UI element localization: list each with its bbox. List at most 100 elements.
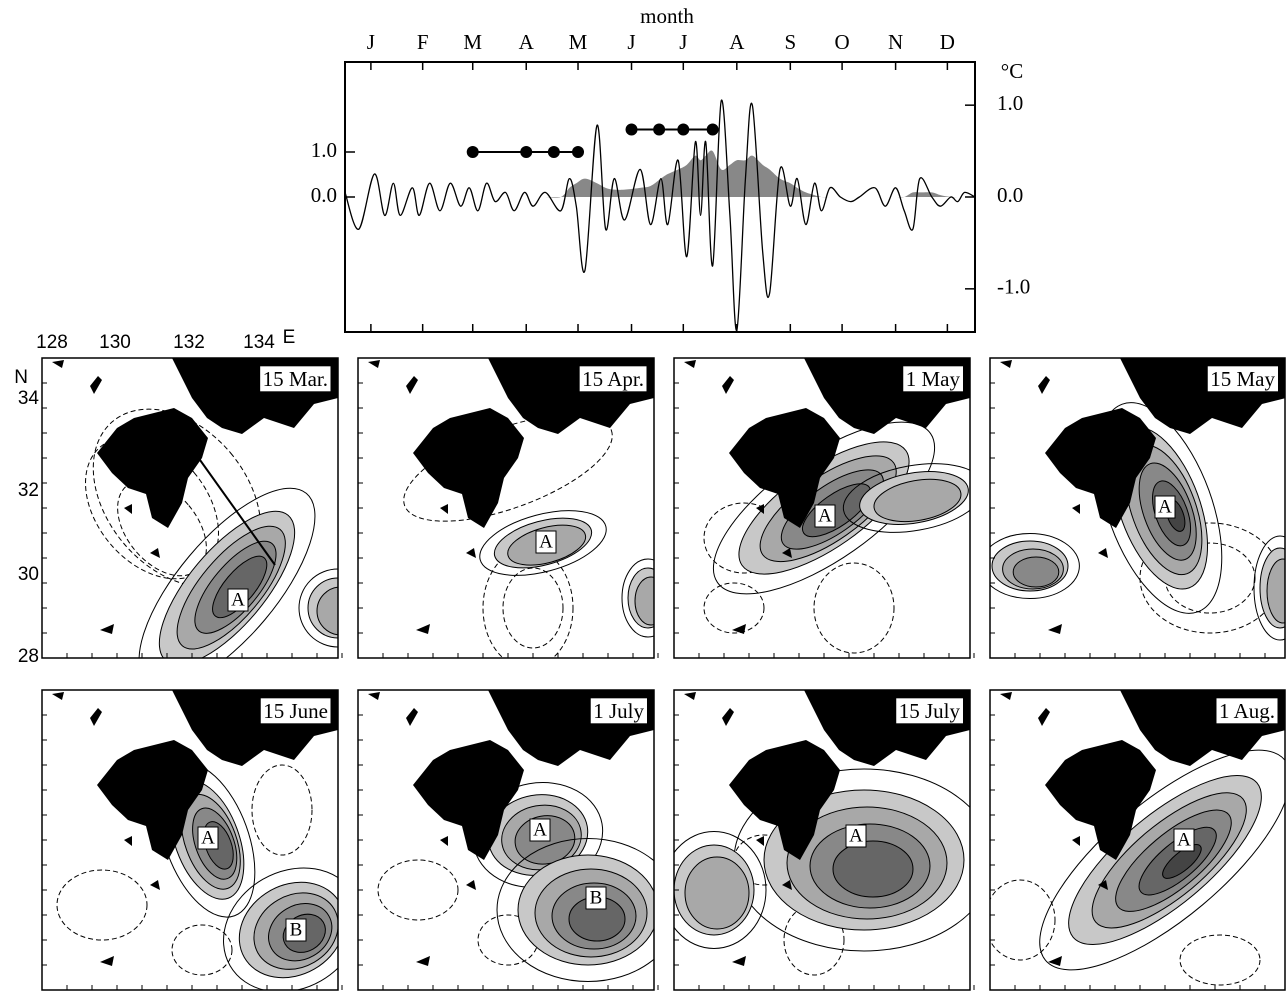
contour-zero: [842, 463, 970, 533]
feature-box: [535, 530, 557, 554]
contour-negative: [56, 869, 148, 941]
date-label: 15 Mar.: [263, 367, 328, 391]
feature-box: [814, 504, 836, 528]
map-panel: 15 Mar. A: [41, 357, 343, 659]
x-tick-label: S: [784, 30, 796, 54]
map-panel: 15 Apr. A: [357, 357, 659, 659]
feature-label: B: [290, 919, 303, 940]
map-panel: 15 July A: [673, 689, 975, 991]
date-box: [902, 365, 964, 393]
feature-label: A: [533, 819, 547, 840]
date-label: 15 May: [1210, 367, 1275, 391]
contour-positive: [1162, 844, 1202, 879]
lon-label: 134: [243, 332, 275, 353]
contour-positive: [832, 840, 914, 898]
map-content: [684, 358, 970, 654]
y2-unit: °C: [1001, 59, 1023, 83]
area: [345, 150, 975, 198]
contour-zero: [1097, 402, 1223, 614]
contour-negative: [813, 562, 895, 654]
date-label: 15 July: [899, 699, 961, 723]
feature-box: [845, 824, 867, 848]
map-content: [990, 690, 1285, 986]
marker-dot: [572, 146, 585, 158]
contour-negative: [1179, 934, 1261, 986]
x-tick-label: N: [888, 30, 903, 54]
map-content: [52, 358, 338, 658]
contour-zero: [674, 831, 767, 949]
feature-label: A: [849, 825, 863, 846]
map-content: [990, 358, 1285, 641]
date-box: [895, 697, 964, 725]
feature-label: A: [818, 505, 832, 526]
x-tick-label: M: [569, 30, 588, 54]
y-tick-label: 1.0: [311, 138, 337, 162]
y2-tick-label: 0.0: [997, 183, 1023, 207]
contour-zero: [1253, 535, 1285, 641]
feature-label: A: [201, 827, 215, 848]
contour-positive: [873, 478, 962, 523]
date-label: 1 May: [906, 367, 961, 391]
contour-zero: [138, 487, 316, 658]
section-line: [199, 459, 276, 566]
x-tick-label: O: [835, 30, 850, 54]
map-panel: 1 Aug. A: [989, 689, 1286, 991]
feature-box: [1173, 828, 1195, 852]
feature-label: A: [1158, 496, 1172, 517]
x-tick-label: A: [519, 30, 535, 54]
contour-negative: [377, 859, 459, 921]
contour-negative: [990, 879, 1056, 961]
date-box: [259, 365, 332, 393]
contour-positive: [316, 586, 338, 636]
contour-positive: [1012, 556, 1060, 588]
feature-label: A: [231, 589, 245, 610]
date-box: [589, 697, 648, 725]
lon-label: 132: [173, 332, 205, 353]
contour-zero: [298, 568, 338, 648]
marker-dot: [547, 146, 560, 158]
feature-label: B: [590, 887, 603, 908]
x-tick-label: J: [367, 30, 375, 54]
y2-tick-label: -1.0: [997, 275, 1030, 299]
map-panel: 15 June A B: [41, 689, 343, 991]
contour-zero: [621, 558, 654, 638]
x-tick-label: F: [417, 30, 429, 54]
contour-zero: [479, 510, 607, 576]
contour-negative: [1164, 542, 1256, 614]
x-tick-label: D: [940, 30, 955, 54]
feature-box: [285, 918, 307, 942]
contour-zero: [496, 838, 654, 982]
lat-label: N: [14, 367, 28, 388]
contour-positive: [1266, 558, 1285, 624]
lat-label: 28: [18, 646, 39, 667]
contour-zero: [990, 533, 1080, 599]
date-box: [1206, 365, 1279, 393]
contour-negative: [92, 408, 262, 588]
x-tick-label: J: [679, 30, 687, 54]
lat-label: 32: [18, 480, 39, 501]
feature-box: [1154, 495, 1176, 519]
date-label: 1 Aug.: [1219, 699, 1275, 723]
land: [368, 358, 654, 634]
date-box: [1215, 697, 1279, 725]
line: [344, 99, 976, 331]
contour-negative: [502, 567, 564, 649]
date-label: 15 June: [263, 699, 328, 723]
date-box: [578, 365, 648, 393]
marker-dot: [520, 146, 533, 158]
date-label: 1 July: [593, 699, 644, 723]
y2-tick-label: 1.0: [997, 91, 1023, 115]
contour-negative: [251, 764, 313, 856]
feature-box: [227, 588, 249, 612]
contour-negative: [703, 582, 765, 634]
feature-box: [197, 826, 219, 850]
map-content: [674, 690, 970, 976]
map-panel: 15 May A: [989, 357, 1286, 659]
feature-box: [585, 886, 607, 910]
date-label: 15 Apr.: [582, 367, 644, 391]
contour-negative: [117, 479, 207, 577]
marker-dot: [466, 146, 479, 158]
map-panel: 1 July A B: [357, 689, 659, 991]
